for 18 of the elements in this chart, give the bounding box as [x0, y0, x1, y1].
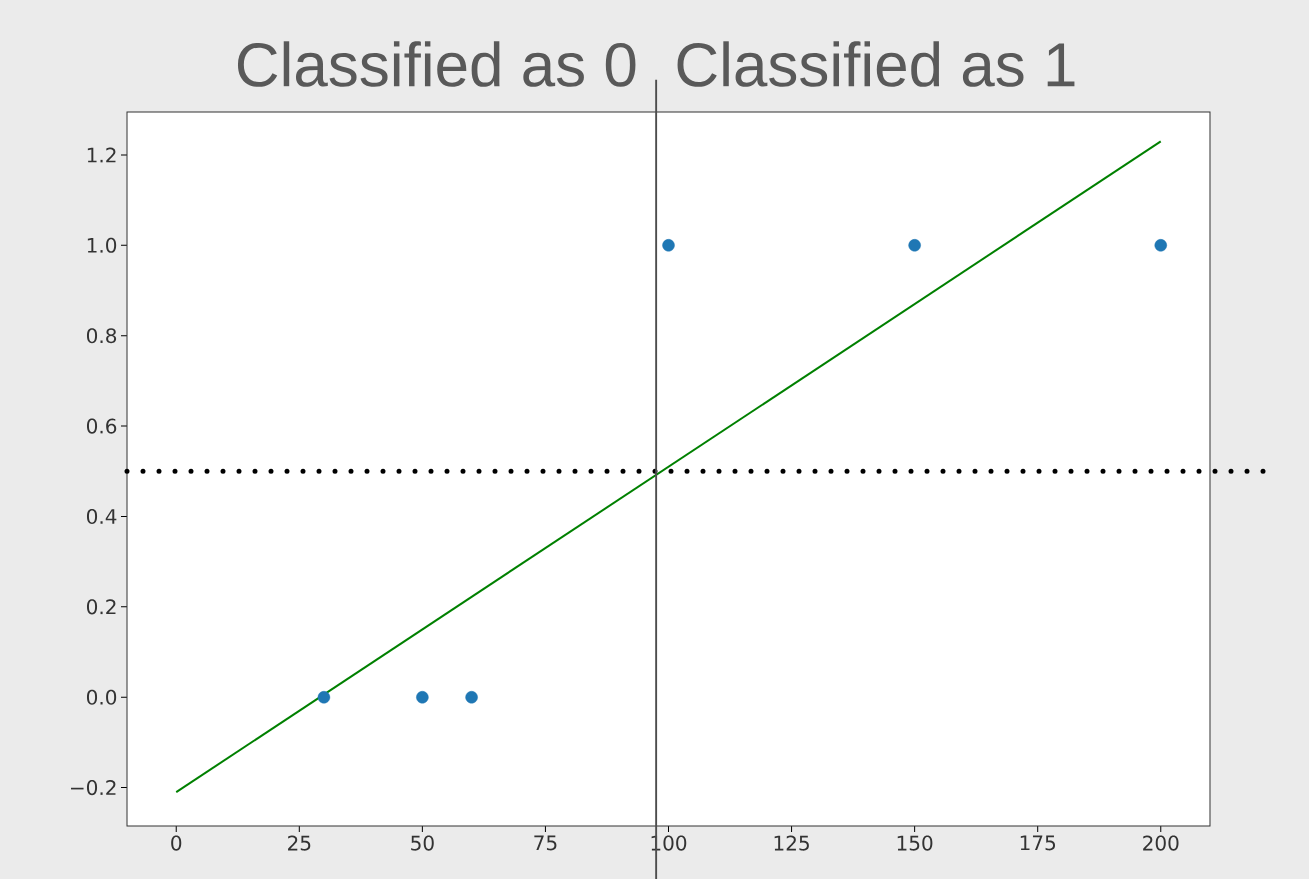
- y-tick-label: 1.0: [87, 237, 117, 253]
- y-tick-label: 0.8: [86, 328, 117, 344]
- y-tick-label: 0.4: [86, 508, 117, 525]
- y-tick-label: 0.2: [86, 599, 116, 615]
- y-tick-label: 1.2: [87, 147, 116, 163]
- x-tick-label: 200: [1143, 835, 1179, 851]
- y-tick-label: 0.0: [86, 689, 117, 705]
- x-tick-label: 75: [534, 835, 557, 851]
- x-tick-label: 0: [171, 835, 182, 851]
- x-tick-label: 175: [1020, 835, 1056, 851]
- text: Classified as 1: [677, 41, 1075, 87]
- text: Classified as 0: [237, 41, 636, 87]
- y-tick-label: 0.6: [86, 418, 117, 434]
- x-tick-label: 125: [774, 835, 809, 851]
- x-tick-label: 50: [411, 835, 434, 851]
- x-tick-label: 25: [288, 835, 311, 851]
- y-tick-label: −0.2: [71, 780, 116, 796]
- x-tick-label: 150: [897, 835, 933, 851]
